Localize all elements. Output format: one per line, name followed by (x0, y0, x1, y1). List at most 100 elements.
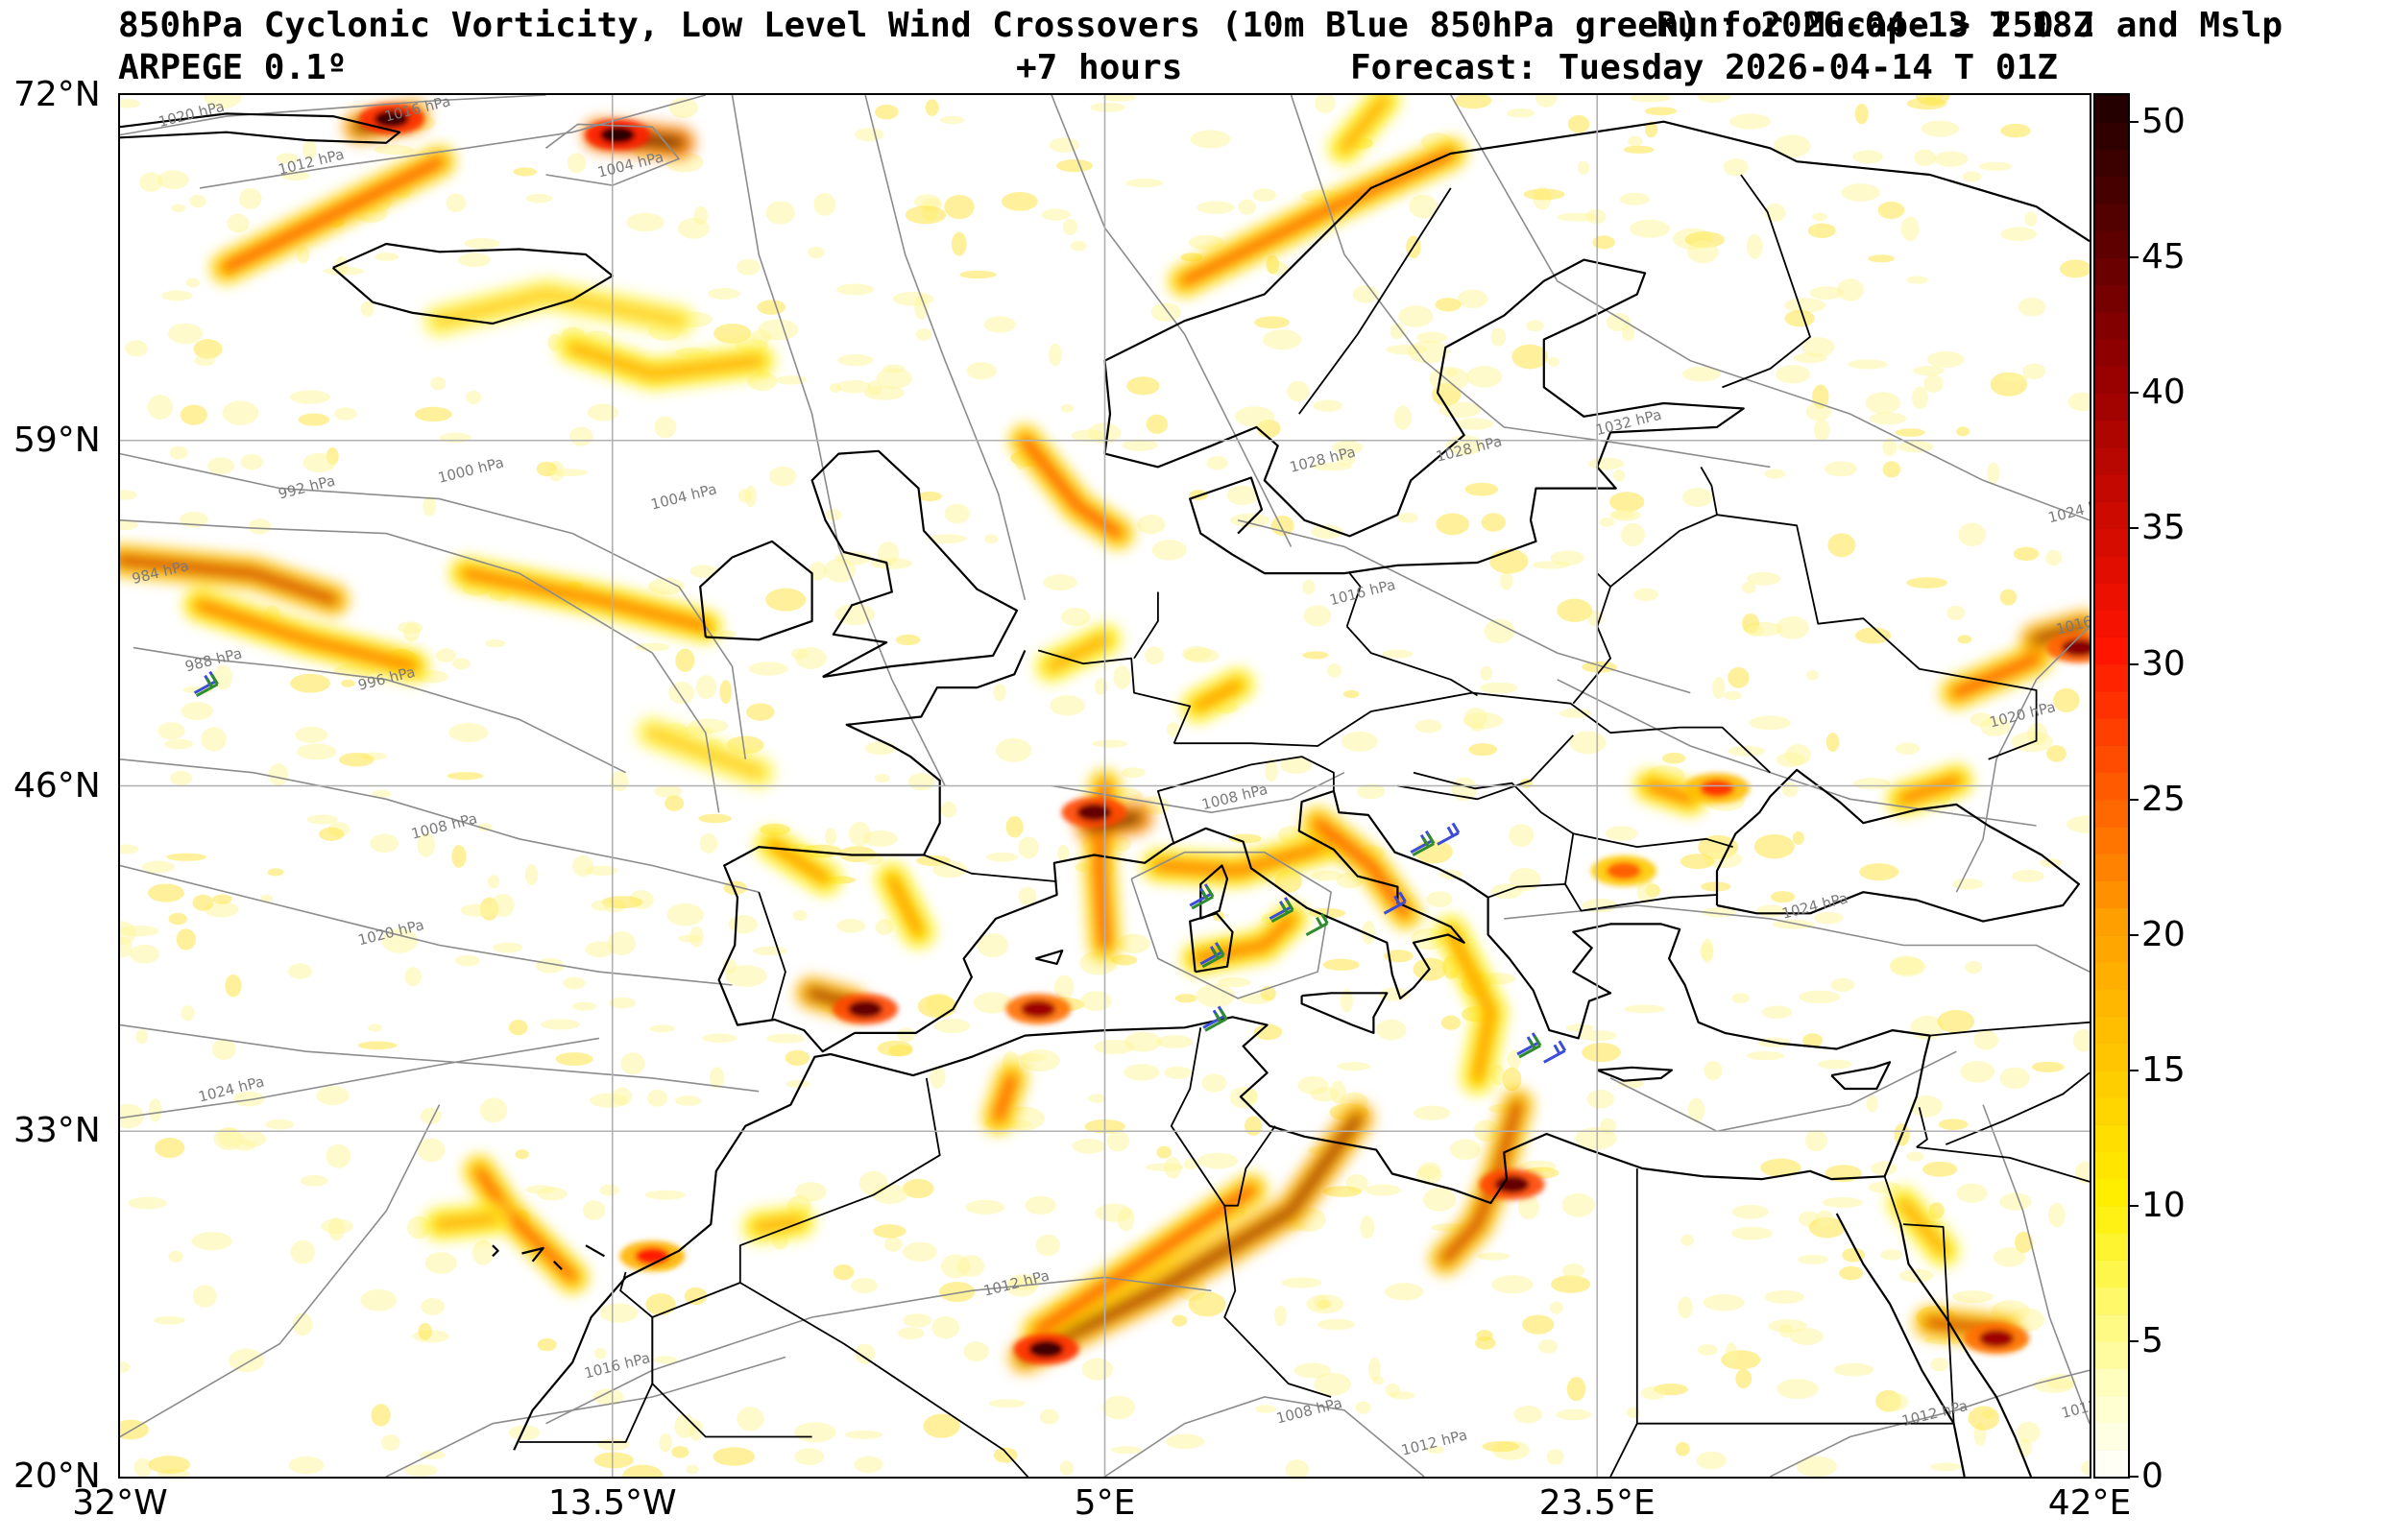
colorbar-bin (2095, 1368, 2128, 1396)
vorticity-speck (1753, 833, 1795, 859)
colorbar-bin (2095, 854, 2128, 881)
vorticity-speck (423, 495, 437, 517)
vorticity-speck (1468, 743, 1498, 757)
vorticity-speck (1440, 1015, 1462, 1030)
colorbar-bin (2095, 717, 2128, 746)
vorticity-speck (2013, 546, 2040, 562)
vorticity-speck (1812, 212, 1827, 222)
vorticity-speck (902, 1178, 934, 1199)
isobar (864, 95, 1027, 600)
weather-map[interactable]: 1020 hPa 1016 hPa 1012 hPa 1004 hPa 1000 hPa… (118, 93, 2091, 1479)
vorticity-speck (1155, 1035, 1194, 1048)
vorticity-speck (248, 518, 272, 535)
vorticity-speck (2045, 1373, 2076, 1389)
coastline (492, 1244, 499, 1258)
vorticity-speck (225, 974, 242, 998)
vorticity-speck (1681, 366, 1721, 382)
vorticity-speck (1805, 402, 1831, 421)
barb-850hpa (1305, 912, 1329, 937)
colorbar-bin (2095, 637, 2128, 665)
vorticity-speck (120, 921, 136, 946)
vorticity-speck (194, 354, 216, 367)
vorticity-speck (1106, 1130, 1130, 1152)
vorticity-speck (155, 1137, 185, 1159)
vorticity-speck (1837, 278, 1864, 301)
coastline (1715, 768, 2080, 923)
vorticity-speck (1868, 1181, 1900, 1193)
vorticity-speck (1390, 323, 1405, 340)
vorticity-speck (1332, 440, 1364, 455)
vorticity-speck (875, 919, 894, 935)
colorbar-bin (2095, 610, 2128, 638)
vorticity-speck (1196, 201, 1235, 214)
vorticity-speck (334, 255, 349, 276)
vorticity-speck (1060, 403, 1075, 413)
vorticity-speck (1457, 289, 1488, 308)
vorticity-speck (436, 648, 457, 662)
lon-tick-label: 23.5°E (1538, 1483, 1656, 1523)
run-label: Run: 2026-04-13 T 18Z (1656, 6, 2094, 45)
vorticity-speck (659, 1432, 672, 1453)
vorticity-speck (1071, 429, 1105, 443)
colorbar-bin (2095, 1205, 2128, 1234)
vorticity-speck (1053, 975, 1075, 1000)
vorticity-speck (1509, 824, 1535, 847)
vorticity-speck (1341, 731, 1378, 752)
vorticity-speck (147, 883, 184, 902)
vorticity-speck (455, 954, 480, 967)
vorticity-speck (1356, 783, 1386, 800)
vorticity-speck (1197, 1152, 1239, 1169)
vorticity-speck (267, 868, 284, 877)
vorticity-speck (1095, 1203, 1133, 1222)
colorbar-tick-label: 30 (2141, 643, 2186, 684)
vorticity-speck (855, 128, 884, 142)
vorticity-speck (1703, 1294, 1745, 1311)
vorticity-speck (555, 1052, 593, 1066)
vorticity-speck (569, 426, 593, 446)
vorticity-speck (956, 1255, 985, 1278)
vorticity-streak (1439, 1098, 1524, 1265)
colorbar-bin (2095, 555, 2128, 584)
vorticity-speck (1270, 515, 1294, 537)
vorticity-speck (1968, 1406, 2000, 1431)
vorticity-speck (1488, 548, 1529, 574)
vorticity-speck (1466, 366, 1503, 388)
wind-barb (1516, 1032, 1542, 1059)
vorticity-speck (181, 701, 214, 721)
vorticity-speck (2027, 722, 2048, 746)
vorticity-speck (1801, 337, 1835, 357)
vorticity-streak (1019, 1112, 1364, 1363)
vorticity-speck (1072, 1139, 1106, 1154)
vorticity-speck (1628, 135, 1643, 147)
vorticity-speck (1265, 758, 1278, 782)
vorticity-speck (2031, 1061, 2065, 1072)
vorticity-speck (1781, 782, 1799, 798)
isobar (1130, 851, 1332, 999)
vorticity-speck (1569, 731, 1607, 755)
vorticity-speck (1416, 331, 1447, 344)
vorticity-speck (1245, 1116, 1263, 1136)
vorticity-speck (1952, 878, 1984, 890)
vorticity-speck (1336, 453, 1356, 466)
vorticity-speck (1556, 1408, 1592, 1421)
vorticity-speck (1146, 414, 1169, 434)
vorticity-speck (1057, 844, 1070, 862)
vorticity-speck (227, 213, 250, 233)
wind-barb (1410, 830, 1436, 856)
vorticity-speck (931, 1315, 960, 1339)
vorticity-speck (1491, 1275, 1534, 1294)
isobar (1051, 95, 1293, 547)
country-border (1722, 174, 1811, 389)
isobar (1609, 1050, 1957, 1133)
vorticity-speck (1254, 316, 1290, 329)
wind-barb (1189, 883, 1215, 910)
vorticity-speck (1253, 1023, 1283, 1041)
isobar-label: 1024 hPa (2046, 493, 2090, 526)
vorticity-speck (594, 1347, 607, 1360)
vorticity-speck (1513, 1406, 1542, 1424)
coastline (699, 540, 813, 641)
vorticity-speck (794, 1422, 836, 1443)
colorbar-bin (2095, 1233, 2128, 1261)
vorticity-speck (1125, 179, 1164, 188)
vorticity-speck (1731, 1204, 1769, 1219)
